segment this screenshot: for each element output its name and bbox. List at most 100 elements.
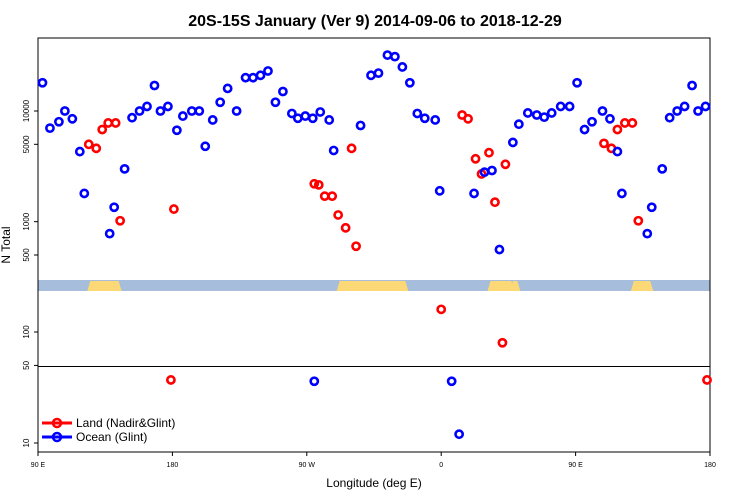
ocean-point [531,110,542,120]
ocean-point [127,112,137,123]
legend-label-ocean: Ocean (Glint) [76,430,147,444]
ocean-point [397,62,408,72]
land-point [83,139,94,150]
land-point [333,210,344,220]
chart-title: 20S-15S January (Ver 9) 2014-09-06 to 20… [188,13,562,30]
ocean-point [142,101,152,112]
land-point [166,375,176,385]
ocean-point [419,113,430,124]
x-tick-label: 180 [704,462,716,469]
ocean-point [657,163,668,174]
land-point [91,143,102,154]
land-point [97,124,108,135]
ocean-point [642,228,653,239]
ocean-point [300,111,311,121]
y-tick-label: 10000 [22,99,31,122]
ocean-point [404,77,415,88]
land-point [619,118,630,128]
land-point [168,204,179,214]
ocean-point [315,107,326,117]
legend-marker-ocean [51,431,63,443]
ocean-point [446,376,457,387]
ocean-point [177,111,188,121]
ocean-point [616,188,627,199]
ocean-point [390,51,400,62]
ocean-point [292,113,303,124]
ocean-point [539,112,550,123]
y-axis: 500 1000 5000 10000 10 50 100 [22,99,38,447]
x-axis: 90 E 180 90 W 0 90 E 180 [31,452,716,469]
ocean-point [454,429,465,440]
ocean-point [109,202,120,213]
ocean-point [324,115,335,125]
y-tick-label: 10 [22,438,31,447]
y-tick-label: 1000 [22,212,31,230]
land-point [612,124,623,135]
ocean-point [572,77,582,88]
land-point [633,215,644,226]
x-tick-label: 90 E [568,462,583,469]
ocean-point [231,106,242,116]
ocean-point [366,70,376,81]
land-strip-segment [87,281,122,291]
x-tick-label: 180 [167,462,179,469]
ocean-point [194,106,205,116]
land-point [500,159,511,170]
x-axis-label: Longitude (deg E) [326,476,421,490]
land-point [327,191,338,202]
plot-frame [37,37,711,453]
ocean-point [171,125,182,136]
ocean-point [200,141,211,152]
ocean-point [222,83,233,94]
ocean-point [79,188,90,199]
ocean-point [687,80,697,91]
land-point [484,147,494,158]
land-point [309,178,320,189]
ocean-point [373,68,384,79]
ocean-point [494,244,505,255]
ocean-point [382,50,393,60]
land-point [319,191,330,202]
ocean-point [355,120,366,131]
ocean-point [513,119,524,130]
ocean-point [487,165,497,176]
ocean-point [155,106,166,116]
x-tick-label: 90 E [31,462,46,469]
ocean-point [149,80,160,91]
ocean-point [207,115,218,125]
y-tick-label: 5000 [22,135,31,153]
ocean-point [672,106,683,116]
ocean-point [255,70,266,81]
ocean-point [74,146,85,157]
land-point [497,337,508,348]
ocean-point [412,108,423,119]
land-sea-strip [38,280,710,291]
land-point [470,153,481,164]
ocean-point [564,101,575,112]
land-point [463,113,473,124]
ocean-point [45,123,55,134]
ocean-point [309,376,320,387]
land-point [436,304,447,315]
y-tick-label: 500 [22,248,31,262]
ocean-point [587,116,597,127]
ocean-point [693,106,703,116]
y-tick-label: 50 [22,360,31,369]
land-strip-segment [630,281,654,291]
land-strip-segment [487,281,515,291]
ocean-point [37,77,48,88]
ocean-point [59,106,70,116]
ocean-point [579,124,590,135]
ocean-point [546,108,557,118]
ocean-point [286,108,297,119]
land-point [346,143,357,154]
legend: Land (Nadir&Glint) Ocean (Glint) [42,416,175,444]
ocean-point [522,108,533,118]
ocean-point [605,113,615,124]
ocean-point [507,137,518,148]
ocean-point [434,185,445,196]
land-point [702,375,712,385]
ocean-point [700,101,711,112]
y-tick-label: 100 [22,325,31,339]
ocean-point [119,163,130,174]
